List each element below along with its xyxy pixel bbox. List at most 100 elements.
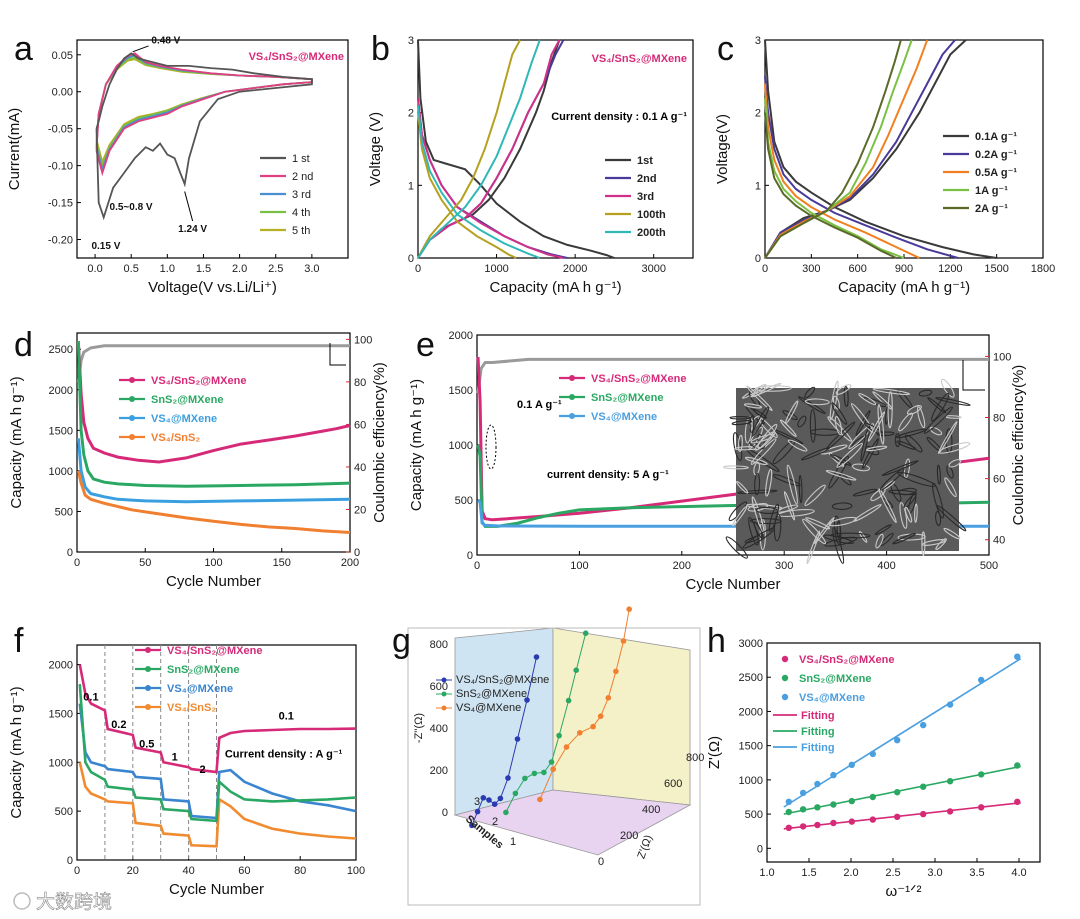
annotation: current density: 5 A g⁻¹: [547, 469, 669, 481]
data-point: [1014, 653, 1021, 660]
sem-flake: [878, 488, 897, 524]
sem-flake: [852, 463, 870, 472]
y-tick-label: 2500: [49, 344, 73, 356]
sem-flake: [843, 386, 849, 407]
sem-flake: [786, 464, 798, 505]
nyquist-point: [582, 630, 589, 636]
sem-flake: [887, 391, 893, 429]
sem-flake: [867, 411, 886, 442]
charge-curve: [417, 39, 561, 259]
nyquist-point: [626, 606, 632, 612]
data-point: [946, 778, 954, 785]
sem-flake: [876, 431, 895, 437]
nyquist-point: [597, 713, 604, 719]
x-tick-label: 500: [980, 560, 998, 572]
data-point: [1014, 798, 1021, 805]
sem-flake: [929, 426, 943, 436]
x-tick-label: 200: [620, 830, 638, 842]
y-tick-label: 1500: [49, 708, 73, 720]
x-tick-label: 600: [848, 263, 866, 275]
legend-marker: [145, 647, 151, 653]
x-tick-label: 2.0: [843, 867, 858, 879]
panel-label: a: [14, 30, 33, 68]
sem-flake: [882, 498, 894, 509]
sem-flake: [935, 538, 947, 551]
sem-flake: [850, 403, 874, 433]
panel-label: b: [371, 30, 390, 68]
y-tick-label: 600: [430, 681, 448, 693]
charge-curve: [764, 39, 913, 259]
y-tick-label: 400: [430, 723, 448, 735]
legend-label: VS₄/SnS₂@MXene: [591, 373, 686, 385]
data-point: [946, 701, 954, 708]
y-tick-label: 2000: [739, 706, 763, 718]
rate-curve: [78, 762, 357, 848]
nyquist-point: [541, 769, 547, 776]
y2-tick-label: 100: [354, 334, 372, 346]
capacity-curve: [76, 342, 351, 464]
y-tick-label: -0.15: [48, 198, 73, 210]
data-point: [946, 808, 954, 815]
x-tick-label: 3.5: [969, 867, 984, 879]
sem-flake: [814, 516, 835, 545]
data-point: [814, 804, 821, 811]
sem-flake: [751, 496, 765, 534]
y-tick-label: 1500: [739, 741, 763, 753]
y-tick-label: 1: [408, 180, 414, 192]
y2-axis-label: Coulombic efficiency(%): [1010, 365, 1027, 526]
sample-tick-label: 2: [492, 816, 498, 828]
legend-label: 100th: [637, 209, 666, 221]
legend-label: VS₄@MXene: [591, 411, 657, 423]
sem-inset-image: [723, 378, 971, 565]
data-point: [799, 806, 807, 813]
y-tick-label: 2500: [739, 672, 763, 684]
legend-marker: [129, 415, 135, 421]
sem-flake: [916, 406, 926, 429]
x-tick-label: 300: [802, 263, 820, 275]
nyquist-point: [469, 822, 475, 829]
sem-flake: [923, 406, 954, 434]
nyquist-curve: [505, 633, 587, 813]
y-tick-label: 1000: [449, 440, 473, 452]
legend-label: SnS₂@MXene: [167, 664, 239, 676]
legend-label: VS₄/SnS₂@MXene: [456, 674, 549, 686]
sem-flake: [831, 402, 848, 425]
legend-marker: [441, 705, 447, 711]
nyquist-point: [505, 775, 511, 781]
annotation: 0.5~0.8 V: [110, 202, 153, 213]
y-tick-label: 3: [408, 35, 414, 47]
sem-flake: [782, 410, 798, 421]
charge-curve: [764, 39, 929, 259]
y2-tick-label: 40: [354, 462, 366, 474]
sem-flake: [723, 465, 749, 470]
y2-tick-label: 0: [354, 547, 360, 559]
y-tick-label: 3: [755, 35, 761, 47]
data-point: [785, 798, 792, 805]
data-point: [869, 793, 876, 801]
legend-label: 3 rd: [292, 189, 311, 201]
panel-g: 02004006008000200400600800123-Z''(Ω)Z'(Ω…: [407, 606, 704, 906]
rate-label: 0.5: [139, 739, 154, 751]
sem-flake: [834, 415, 843, 436]
panel-subtitle: Current density : 0.1 A g⁻¹: [551, 111, 687, 123]
sem-flake: [943, 527, 961, 540]
x-tick-label: 4.0: [1011, 867, 1026, 879]
y2-tick-label: 20: [354, 504, 366, 516]
legend-marker: [781, 693, 789, 701]
legend-marker: [129, 396, 135, 402]
sem-flake: [944, 477, 957, 498]
x-axis-label: Cycle Number: [685, 576, 780, 593]
nyquist-point: [590, 723, 596, 730]
sem-flake: [931, 392, 950, 422]
discharge-curve: [417, 39, 615, 259]
sem-flake: [804, 484, 826, 506]
y-tick-label: 800: [430, 639, 448, 651]
legend-label: 2 nd: [292, 171, 313, 183]
x-tick-label: 0.0: [87, 263, 102, 275]
y-axis-label: Current(mA): [6, 108, 23, 191]
sem-flake: [870, 488, 886, 502]
legend-marker: [441, 677, 447, 683]
nyquist-point: [550, 766, 556, 772]
x-tick-label: 150: [273, 557, 291, 569]
nyquist-point: [531, 770, 538, 777]
